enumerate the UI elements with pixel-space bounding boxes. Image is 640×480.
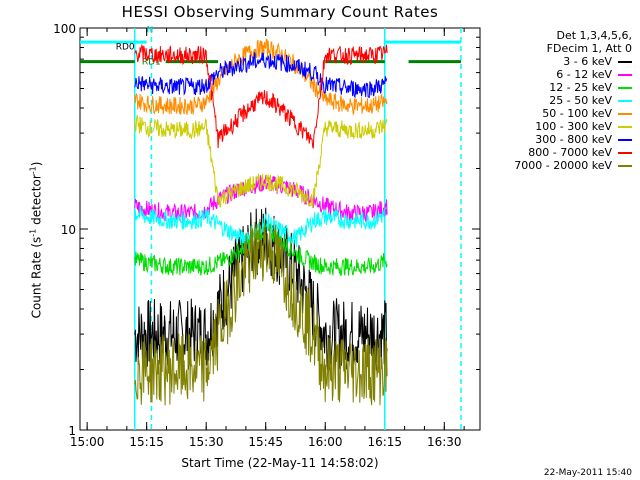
legend-entry: 7000 - 20000 keV xyxy=(484,159,632,172)
x-tick-label: 15:00 xyxy=(70,435,105,449)
annotation-rd0: RD0 xyxy=(116,43,135,53)
legend-swatch xyxy=(618,164,632,167)
annotation-n: N xyxy=(147,25,154,35)
x-tick-label: 15:15 xyxy=(129,435,164,449)
x-axis-label: Start Time (22-May-11 14:58:02) xyxy=(181,456,379,470)
legend-label: 6 - 12 keV xyxy=(556,68,612,81)
legend-entry: 100 - 300 keV xyxy=(484,120,632,133)
legend-label: 800 - 7000 keV xyxy=(528,146,612,159)
legend-swatch xyxy=(618,151,632,154)
series-line xyxy=(134,218,388,406)
legend-swatch xyxy=(618,138,632,141)
legend-swatch xyxy=(618,99,632,102)
x-tick-label: 15:30 xyxy=(189,435,224,449)
legend-header-line-2: FDecim 1, Att 0 xyxy=(546,42,632,55)
legend-entry: 6 - 12 keV xyxy=(484,68,632,81)
annotation-rd1: RD1 xyxy=(142,57,161,67)
legend-label: 12 - 25 keV xyxy=(549,81,612,94)
y-tick-label: 1 xyxy=(68,424,76,438)
legend-label: 50 - 100 keV xyxy=(542,107,612,120)
y-tick-label: 100 xyxy=(53,22,76,36)
legend-entry: 3 - 6 keV xyxy=(484,55,632,68)
legend-label: 25 - 50 keV xyxy=(549,94,612,107)
x-tick-label: 16:00 xyxy=(308,435,343,449)
legend-swatch xyxy=(618,86,632,89)
series-line xyxy=(134,51,388,99)
legend-label: 3 - 6 keV xyxy=(563,55,612,68)
legend-entry: 25 - 50 keV xyxy=(484,94,632,107)
legend: Det 1,3,4,5,6, FDecim 1, Att 0 3 - 6 keV… xyxy=(484,29,632,172)
generation-date: 22-May-2011 15:40 xyxy=(543,468,632,478)
legend-swatch xyxy=(618,60,632,63)
legend-label: 300 - 800 keV xyxy=(535,133,612,146)
series-line xyxy=(134,38,388,116)
legend-entry: 50 - 100 keV xyxy=(484,107,632,120)
series-line xyxy=(134,43,388,149)
series-line xyxy=(134,114,388,209)
legend-entry: 12 - 25 keV xyxy=(484,81,632,94)
legend-swatch xyxy=(618,125,632,128)
series-line xyxy=(134,203,388,248)
legend-swatch xyxy=(618,112,632,115)
legend-label: 7000 - 20000 keV xyxy=(514,159,612,172)
legend-entry: 800 - 7000 keV xyxy=(484,146,632,159)
x-tick-label: 15:45 xyxy=(248,435,283,449)
chart-title: HESSI Observing Summary Count Rates xyxy=(121,3,439,21)
legend-swatch xyxy=(618,73,632,76)
y-axis-label: Count Rate (s-1 detector-1) xyxy=(28,161,44,319)
legend-label: 100 - 300 keV xyxy=(535,120,612,133)
x-tick-label: 16:30 xyxy=(427,435,462,449)
x-tick-label: 16:15 xyxy=(367,435,402,449)
legend-entry: 300 - 800 keV xyxy=(484,133,632,146)
legend-header-line-1: Det 1,3,4,5,6, xyxy=(556,29,632,42)
y-tick-label: 10 xyxy=(61,223,76,237)
series-line xyxy=(134,175,388,223)
